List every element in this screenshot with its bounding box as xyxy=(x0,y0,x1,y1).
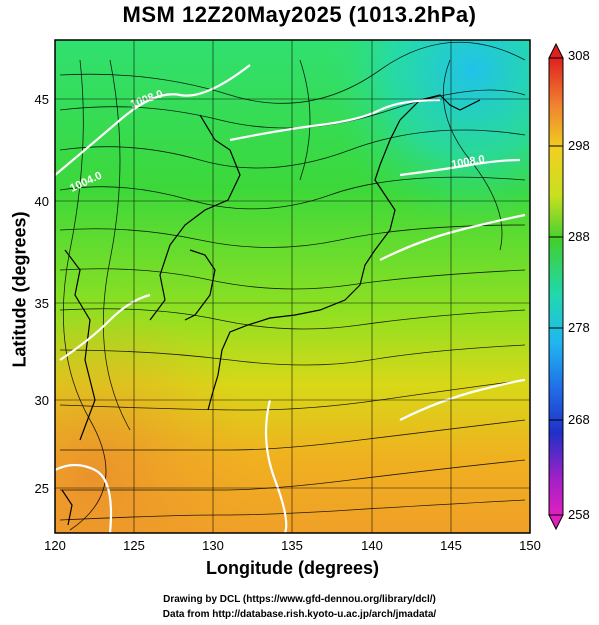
x-axis-label: Longitude (degrees) xyxy=(205,558,379,578)
colorbar-top-arrow xyxy=(548,42,564,59)
y-tick-label: 45 xyxy=(35,92,49,107)
y-tick-label: 35 xyxy=(35,296,49,311)
graticule xyxy=(55,40,530,533)
colorbar-tick-label: 288 xyxy=(568,229,590,244)
x-tick-label: 150 xyxy=(519,538,541,553)
y-tick-labels: 25 30 35 40 45 xyxy=(35,92,49,496)
x-tick-label: 145 xyxy=(440,538,462,553)
colorbar-bottom-arrow xyxy=(548,514,564,531)
colorbar-tick-label: 308 xyxy=(568,48,590,63)
pressure-contours xyxy=(55,64,526,533)
y-tick-label: 25 xyxy=(35,481,49,496)
x-tick-label: 125 xyxy=(123,538,145,553)
y-axis-label: Latitude (degrees) xyxy=(9,211,30,368)
y-tick-label: 40 xyxy=(35,194,49,209)
colorbar-tick-label: 298 xyxy=(568,138,590,153)
colorbar-body xyxy=(548,57,564,516)
colorbar-tick-label: 268 xyxy=(568,412,590,427)
x-tick-label: 135 xyxy=(281,538,303,553)
x-tick-labels: 120 125 130 135 140 145 150 xyxy=(44,538,541,553)
contour-label: 1008.0 xyxy=(450,153,485,171)
colorbar-tick-label: 258 xyxy=(568,507,590,522)
x-tick-label: 120 xyxy=(44,538,66,553)
coastlines xyxy=(61,94,481,526)
y-tick-label: 30 xyxy=(35,393,49,408)
plot-frame xyxy=(54,39,531,534)
x-tick-label: 130 xyxy=(202,538,224,553)
colorbar-tick-label: 278 xyxy=(568,320,590,335)
credit-drawing: Drawing by DCL (https://www.gfd-dennou.o… xyxy=(163,594,436,605)
x-tick-label: 140 xyxy=(361,538,383,553)
colorbar: 308 298 288 278 268 258 xyxy=(548,42,590,531)
chart-title: MSM 12Z20May2025 (1013.2hPa) xyxy=(122,2,477,27)
credit-data-source: Data from http://database.rish.kyoto-u.a… xyxy=(162,609,437,620)
